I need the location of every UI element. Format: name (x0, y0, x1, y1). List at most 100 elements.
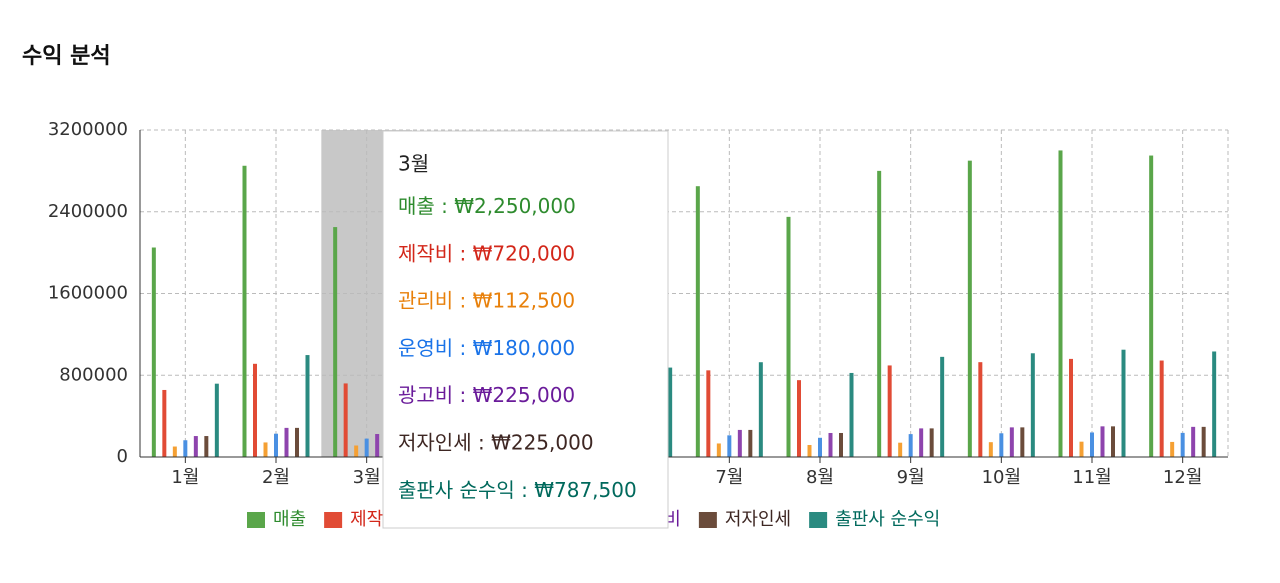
tooltip-name: 저자인세 (398, 430, 472, 454)
tooltip-separator: : (435, 194, 454, 218)
bar (748, 429, 753, 457)
bar (354, 445, 359, 457)
tooltip-separator: : (515, 477, 534, 501)
bar (919, 428, 924, 457)
bar (737, 429, 742, 457)
bar (1191, 426, 1196, 457)
bar (204, 436, 209, 457)
bar (797, 380, 801, 457)
x-tick-label: 12월 (1163, 467, 1202, 488)
bar (1170, 441, 1175, 457)
legend-swatch (698, 512, 717, 528)
x-tick-label: 7월 (715, 467, 743, 488)
tooltip-item: 관리비 : ₩112,500 (398, 288, 575, 312)
bar (1159, 360, 1164, 457)
bar (343, 383, 348, 457)
tooltip-item: 저자인세 : ₩225,000 (398, 430, 594, 454)
legend-label: 저자인세 (725, 509, 791, 530)
tooltip-item: 운영비 : ₩180,000 (398, 335, 575, 359)
bar (1058, 150, 1063, 457)
x-tick-label: 11월 (1072, 467, 1111, 488)
tooltip-name: 광고비 (398, 383, 453, 407)
y-tick-label: 800000 (59, 364, 128, 385)
bar (978, 362, 983, 457)
bar (1100, 426, 1105, 457)
x-tick-label: 2월 (262, 467, 290, 488)
bar (929, 428, 934, 457)
bar (1090, 432, 1094, 457)
bar (706, 370, 711, 457)
bar (828, 432, 833, 457)
legend-swatch (324, 512, 343, 528)
tooltip-value: ₩2,250,000 (454, 194, 576, 218)
bar (1020, 427, 1025, 457)
bar (375, 434, 380, 457)
bar (172, 446, 177, 457)
legend-label: 출판사 순수익 (835, 509, 940, 530)
bar (364, 438, 369, 457)
bar (1030, 353, 1035, 457)
bar (295, 427, 299, 457)
bar (887, 365, 892, 457)
x-tick-label: 3월 (353, 467, 381, 488)
y-tick-label: 2400000 (48, 201, 128, 222)
bar (786, 216, 791, 457)
bar (1212, 351, 1217, 457)
bar (162, 389, 167, 457)
tooltip-title: 3월 (398, 152, 429, 176)
tooltip-name: 출판사 순수익 (398, 477, 515, 501)
bar (716, 443, 721, 457)
bar (242, 165, 247, 457)
tooltip-item: 광고비 : ₩225,000 (398, 383, 575, 407)
bar (758, 362, 763, 457)
bar (839, 432, 843, 457)
tooltip-value: ₩112,500 (473, 288, 575, 312)
bar (668, 367, 673, 457)
y-tick-label: 3200000 (48, 119, 128, 140)
bar (284, 427, 289, 457)
bar (1069, 358, 1073, 457)
bar (849, 372, 854, 457)
tooltip-separator: : (453, 383, 472, 407)
tooltip-item: 매출 : ₩2,250,000 (398, 194, 576, 218)
x-tick-label: 1월 (171, 467, 199, 488)
bar (193, 436, 198, 457)
tooltip-item: 제작비 : ₩720,000 (398, 241, 575, 265)
bar (305, 355, 310, 457)
bar (988, 442, 993, 457)
bar (1121, 349, 1126, 457)
x-tick-label: 9월 (897, 467, 925, 488)
tooltip-name: 운영비 (398, 335, 453, 359)
y-tick-label: 1600000 (48, 283, 128, 304)
legend-label: 매출 (273, 509, 306, 530)
bar (1079, 441, 1084, 457)
tooltip-name: 관리비 (398, 288, 453, 312)
legend-swatch (809, 512, 828, 528)
tooltip-value: ₩225,000 (491, 430, 593, 454)
tooltip-separator: : (453, 241, 472, 265)
bar (727, 435, 732, 457)
tooltip-value: ₩787,500 (534, 477, 636, 501)
tooltip-separator: : (453, 335, 472, 359)
chart-title: 수익 분석 (22, 44, 111, 69)
tooltip-value: ₩180,000 (473, 335, 575, 359)
legend-swatch (247, 512, 265, 528)
y-tick-label: 0 (117, 446, 128, 467)
bar (1009, 427, 1014, 457)
bar (183, 440, 188, 457)
tooltip-value: ₩225,000 (473, 383, 575, 407)
bar (263, 442, 268, 457)
bar (274, 433, 278, 457)
bar (999, 433, 1004, 457)
x-tick-label: 8월 (806, 467, 834, 488)
bar (908, 434, 913, 457)
tooltip-name: 제작비 (398, 241, 453, 265)
bar (967, 160, 972, 457)
tooltip-item: 출판사 순수익 : ₩787,500 (398, 477, 637, 501)
bar (333, 227, 338, 457)
bar (877, 170, 882, 457)
tooltip-name: 매출 (398, 194, 435, 218)
